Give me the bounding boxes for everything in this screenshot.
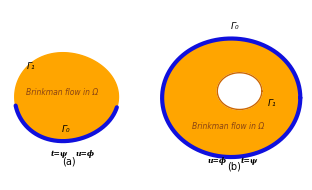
Text: Brinkman flow in Ω: Brinkman flow in Ω [192, 122, 265, 131]
Text: (b): (b) [227, 161, 241, 171]
Text: Brinkman flow in Ω: Brinkman flow in Ω [27, 88, 99, 97]
Text: t=ψ: t=ψ [241, 157, 258, 165]
Text: Γ₀: Γ₀ [231, 22, 239, 31]
Text: Γ₁: Γ₁ [27, 62, 36, 71]
Polygon shape [162, 39, 300, 157]
Text: Γ₀: Γ₀ [62, 125, 71, 135]
Text: (a): (a) [62, 156, 76, 166]
Text: t=ψ: t=ψ [51, 150, 68, 158]
Text: u=ϕ: u=ϕ [76, 150, 95, 158]
Text: Γ₁: Γ₁ [267, 99, 276, 108]
Polygon shape [217, 73, 262, 109]
Text: u=ϕ: u=ϕ [208, 157, 227, 165]
Polygon shape [15, 53, 119, 141]
